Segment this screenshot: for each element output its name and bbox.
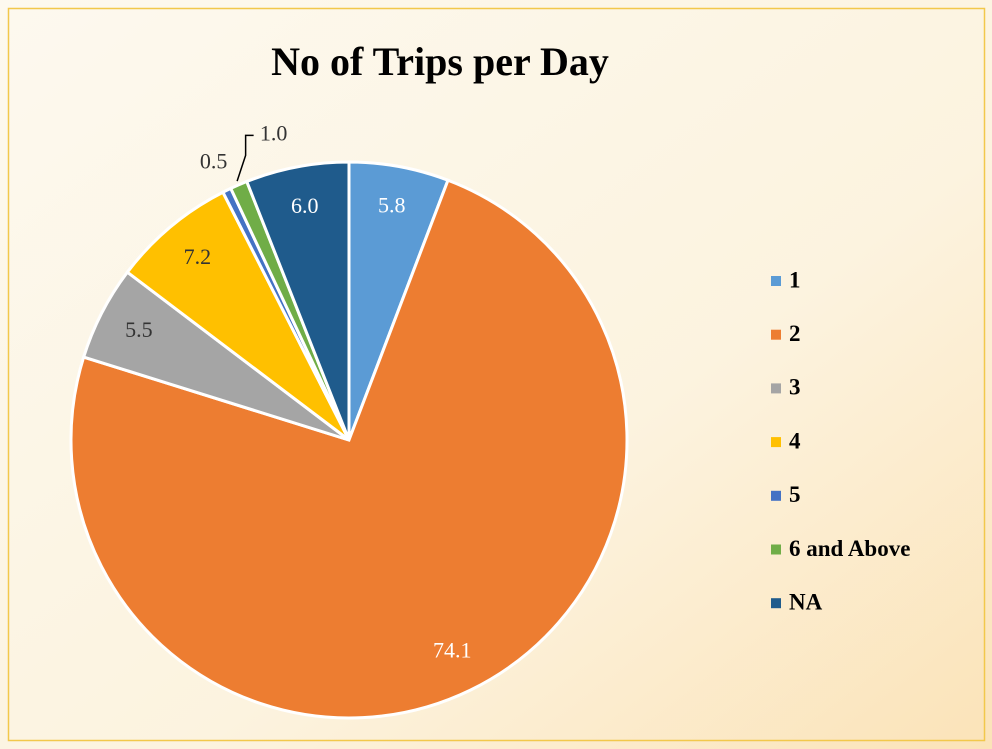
data-label: 0.5 <box>200 148 228 173</box>
legend-swatch <box>771 383 781 394</box>
legend-swatch <box>771 276 781 286</box>
pie-slice <box>244 160 351 441</box>
leader-line <box>236 134 254 182</box>
legend-swatch <box>771 437 781 448</box>
data-label: 7.2 <box>184 244 212 269</box>
legend-swatch <box>771 598 781 609</box>
data-label: 5.8 <box>378 193 406 218</box>
legend-label: 3 <box>789 375 801 400</box>
legend-swatch <box>771 490 781 501</box>
legend-label: 5 <box>789 482 801 507</box>
legend-label: 1 <box>789 267 801 292</box>
legend-label: 4 <box>789 428 801 453</box>
data-label: 5.5 <box>125 317 153 342</box>
legend-label: 2 <box>789 321 801 346</box>
legend-swatch <box>771 544 781 555</box>
legend-label: 6 and Above <box>789 536 910 561</box>
legend-label: NA <box>789 589 823 614</box>
pie-slice <box>125 190 351 442</box>
data-label: 74.1 <box>433 638 472 663</box>
chart-title: No of Trips per Day <box>271 39 609 84</box>
legend-swatch <box>771 329 781 340</box>
data-label: 1.0 <box>260 120 288 145</box>
chart-border <box>7 7 986 742</box>
data-label: 6.0 <box>291 193 319 218</box>
pie-slice <box>69 178 629 720</box>
